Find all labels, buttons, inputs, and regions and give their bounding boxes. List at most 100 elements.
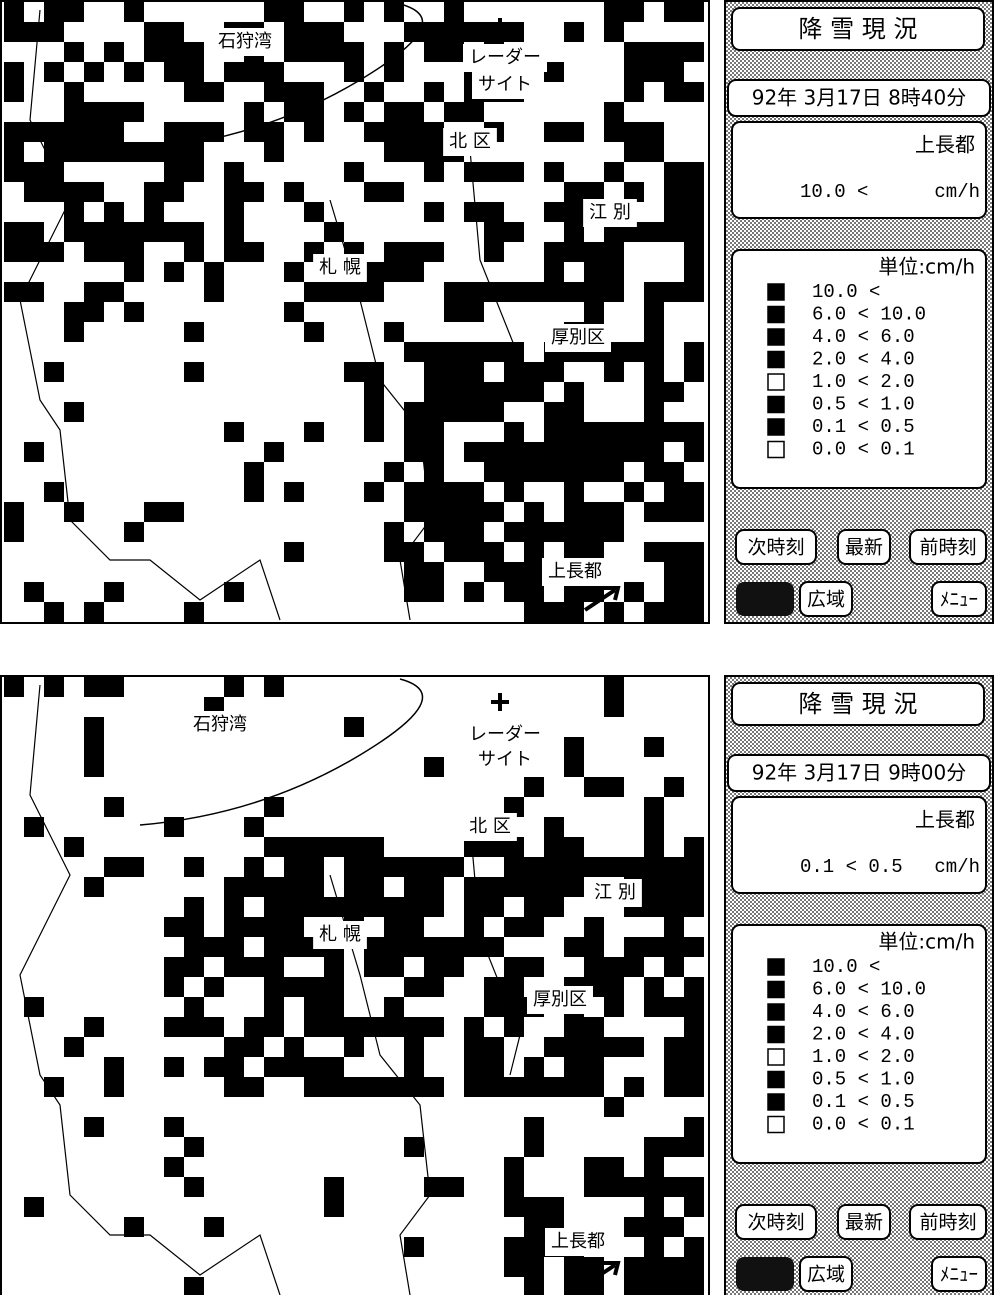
snow-cell [564,282,584,302]
snow-cell [64,42,84,62]
snow-cell [564,182,584,202]
snow-cell [684,242,704,262]
snow-cell [424,382,444,402]
snow-cell [164,957,184,977]
snow-cell [284,262,304,282]
legend-label: 0.5 < 1.0 [812,1069,915,1091]
snow-cell [604,102,624,122]
snow-cell [624,442,644,462]
location: 上長都 [915,808,975,832]
panel-button-label[interactable]: 次時刻 [747,537,804,559]
panel-button-label[interactable]: 広域 [807,589,845,611]
snow-cell [484,222,504,242]
snow-cell [344,162,364,182]
snow-cell [384,102,404,122]
snow-cell [384,937,404,957]
snow-cell [384,957,404,977]
panel-button-label[interactable]: 最新 [845,1212,883,1234]
snow-cell [604,1177,624,1197]
snow-cell [84,242,104,262]
snow-cell [644,1277,664,1295]
snow-cell [224,62,244,82]
map-label: 上長都 [551,1231,605,1252]
panel-button-label[interactable]: 最新 [845,537,883,559]
snow-cell [164,62,184,82]
panel-button-label[interactable]: 前時刻 [919,1212,976,1234]
snow-cell [184,917,204,937]
snow-cell [584,1077,604,1097]
snow-cell [244,817,264,837]
snow-cell [184,82,204,102]
snow-cell [564,602,584,622]
snow-cell [264,977,284,997]
snow-cell [584,462,604,482]
snow-cell [84,1017,104,1037]
datetime: 92年 3月17日 8時40分 [752,86,967,110]
snow-cell [464,202,484,222]
snow-cell [384,917,404,937]
snow-cell [464,582,484,602]
snow-cell [644,322,664,342]
snow-cell [324,1017,344,1037]
snow-cell [524,917,544,937]
snow-cell [464,382,484,402]
snow-cell [264,937,284,957]
snow-cell [304,1057,324,1077]
snow-cell [364,262,384,282]
snow-cell [664,602,684,622]
snow-cell [344,1017,364,1037]
snow-cell [664,1217,684,1237]
snow-cell [284,917,304,937]
snow-cell [44,22,64,42]
snow-cell [344,837,364,857]
snow-cell [184,897,204,917]
snow-cell [504,162,524,182]
snow-cell [564,1077,584,1097]
snow-cell [224,1077,244,1097]
snow-cell [444,522,464,542]
snow-cell [404,242,424,262]
snow-cell [504,857,524,877]
snow-cell [84,142,104,162]
active-button[interactable] [736,582,794,616]
snow-cell [604,442,624,462]
snow-cell [444,102,464,122]
snow-cell [664,1057,684,1077]
snow-cell [424,82,444,102]
snow-cell [664,1257,684,1277]
snow-cell [244,1037,264,1057]
snow-cell [524,777,544,797]
snow-cell [264,82,284,102]
legend-swatch [768,1004,784,1020]
snow-cell [544,877,564,897]
snow-cell [684,222,704,242]
snow-cell [684,442,704,462]
snow-cell [324,1177,344,1197]
snow-cell [344,2,364,22]
snow-cell [264,1057,284,1077]
snow-cell [144,202,164,222]
snow-cell [304,877,324,897]
snow-cell [464,542,484,562]
panel-button-label[interactable]: 広域 [807,1264,845,1286]
snow-cell [364,897,384,917]
snow-cell [404,482,424,502]
snow-cell [304,857,324,877]
snow-cell [644,342,664,362]
snow-cell [564,737,584,757]
panel-button-label[interactable]: 前時刻 [919,537,976,559]
map-label: サイト [478,749,532,770]
snow-cell [404,402,424,422]
active-button[interactable] [736,1257,794,1291]
panel-button-label[interactable]: ﾒﾆｭｰ [940,1264,978,1286]
snow-cell [684,602,704,622]
panel-button-label[interactable]: 次時刻 [747,1212,804,1234]
snow-cell [144,142,164,162]
snow-cell [164,1057,184,1077]
snow-cell [224,182,244,202]
snow-cell [384,1077,404,1097]
snow-cell [464,897,484,917]
snow-cell [384,262,404,282]
snow-cell [604,422,624,442]
panel-button-label[interactable]: ﾒﾆｭｰ [940,589,978,611]
